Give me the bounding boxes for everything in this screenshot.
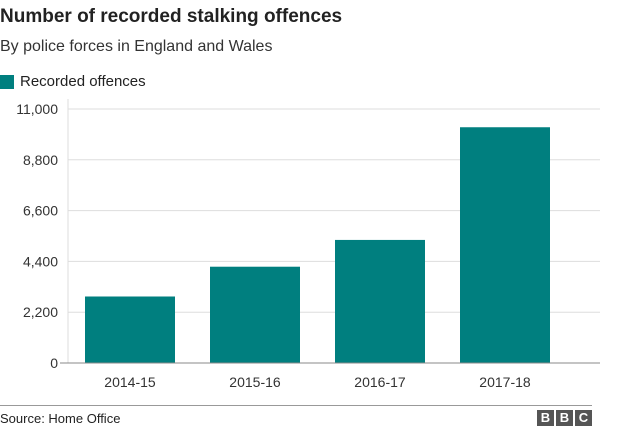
y-tick-label: 0 bbox=[50, 355, 58, 371]
y-tick-label: 2,200 bbox=[23, 304, 58, 320]
x-tick-label: 2015-16 bbox=[229, 374, 281, 390]
legend-label: Recorded offences bbox=[20, 73, 146, 90]
y-tick-label: 11,000 bbox=[16, 101, 58, 117]
legend-swatch bbox=[0, 74, 14, 89]
bar bbox=[335, 239, 425, 363]
bar bbox=[210, 266, 300, 363]
x-tick-label: 2014-15 bbox=[104, 374, 156, 390]
y-tick-label: 6,600 bbox=[23, 203, 58, 219]
legend: Recorded offences bbox=[0, 73, 146, 90]
footer-divider bbox=[0, 405, 592, 406]
bar bbox=[460, 127, 550, 363]
x-tick-label: 2016-17 bbox=[354, 374, 406, 390]
chart-subtitle: By police forces in England and Wales bbox=[0, 38, 273, 55]
source-note: Source: Home Office bbox=[0, 411, 121, 426]
bar bbox=[85, 296, 175, 363]
x-tick-label: 2017-18 bbox=[479, 374, 531, 390]
chart-title: Number of recorded stalking offences bbox=[0, 6, 343, 27]
y-tick-label: 8,800 bbox=[23, 152, 58, 168]
y-tick-label: 4,400 bbox=[23, 253, 58, 269]
